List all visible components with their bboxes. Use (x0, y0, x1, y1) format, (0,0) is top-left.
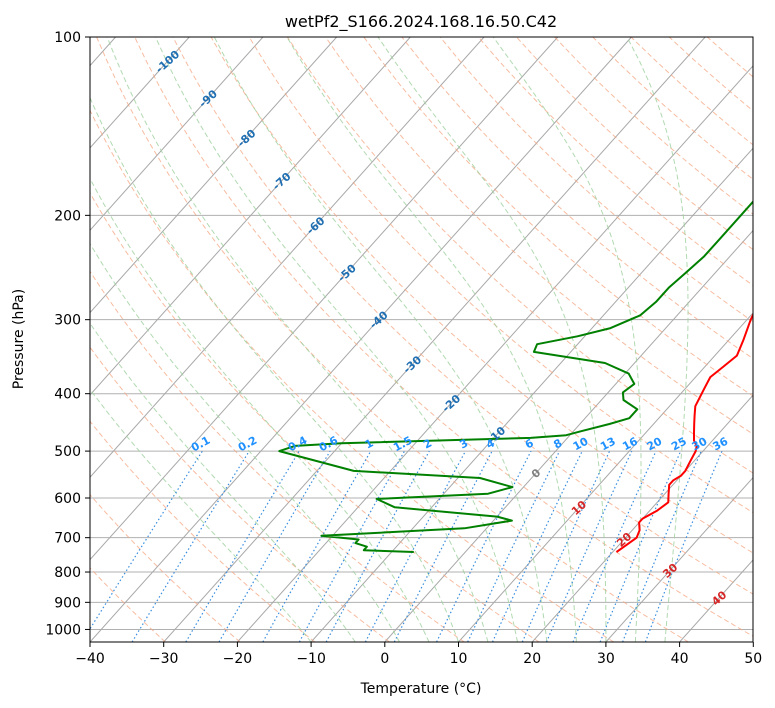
mixing-ratio-line (572, 450, 657, 642)
mixing-ratio-line (545, 450, 633, 642)
isotherm-line (90, 37, 338, 314)
x-tick-label: 0 (380, 651, 389, 667)
x-tick-label: 50 (744, 651, 762, 667)
mixing-ratio-line (644, 450, 723, 642)
mixing-ratio-label: 16 (620, 435, 640, 454)
moist-adiabat-line (213, 37, 548, 642)
dry-adiabat-line (477, 37, 753, 286)
isotherm-line (237, 65, 753, 642)
x-tick-label: 30 (597, 651, 615, 667)
x-tick-label: 40 (671, 651, 689, 667)
x-tick-label: −30 (149, 651, 179, 667)
dry-adiabat-line (90, 109, 614, 642)
moist-adiabat-line (90, 96, 459, 642)
dry-adiabat-line (90, 191, 540, 642)
moist-adiabat-line (626, 37, 689, 642)
moist-adiabat-line (90, 388, 312, 642)
y-tick-label: 100 (54, 30, 81, 46)
y-tick-label: 500 (54, 444, 81, 460)
mixing-ratio-line (262, 450, 372, 642)
isotherm-line (310, 147, 753, 642)
moist-adiabat-line (286, 37, 577, 642)
moist-adiabat-line (90, 322, 356, 642)
moist-adiabat-line (106, 37, 489, 642)
y-tick-label: 400 (54, 387, 81, 403)
y-tick-label: 600 (54, 491, 81, 507)
y-tick-label: 900 (54, 595, 81, 611)
y-tick-label: 800 (54, 565, 81, 581)
isotherm-line (90, 37, 485, 479)
moist-adiabat-line (492, 37, 642, 642)
isotherm-line (384, 229, 753, 642)
x-tick-label: 20 (523, 651, 541, 667)
isotherm-line (531, 394, 753, 642)
dewpoint-profile-line (278, 200, 753, 553)
mixing-ratio-line (298, 450, 406, 642)
x-tick-label: −20 (223, 651, 253, 667)
x-tick-label: −10 (296, 651, 326, 667)
y-tick-label: 200 (54, 208, 81, 224)
isotherm-line (752, 641, 753, 642)
plot-background (90, 37, 753, 642)
mixing-ratio-label: 25 (669, 435, 689, 454)
isotherm-line (90, 37, 411, 396)
isotherm-line (163, 37, 706, 642)
mixing-ratio-label: 20 (645, 435, 665, 454)
mixing-ratio-line (90, 450, 203, 630)
chart-title: wetPf2_S166.2024.168.16.50.C42 (285, 12, 557, 32)
isotherm-line (90, 37, 190, 149)
mixing-ratio-line (436, 450, 532, 642)
y-tick-label: 700 (54, 531, 81, 547)
mixing-ratio-line (325, 450, 430, 642)
moist-adiabat-line (155, 37, 518, 642)
isotherm-line (90, 37, 559, 561)
isotherm-line (458, 312, 753, 642)
mixing-ratio-label: 13 (598, 435, 618, 454)
moist-adiabat-line (90, 177, 430, 642)
dry-adiabat-line (210, 37, 753, 554)
dry-adiabat-line (90, 346, 390, 642)
dry-adiabat-line (401, 37, 753, 360)
mixing-ratio-label: 10 (571, 434, 591, 453)
mixing-ratio-line (622, 450, 702, 642)
isotherm-line (90, 37, 264, 232)
mixing-ratio-line (599, 450, 682, 642)
moist-adiabat-line (377, 37, 607, 642)
mixing-ratio-line (131, 450, 250, 642)
x-tick-label: −40 (75, 651, 105, 667)
y-axis-label: Pressure (hPa) (11, 289, 27, 389)
x-tick-label: 10 (450, 651, 468, 667)
x-axis-label: Temperature (°C) (360, 681, 482, 697)
dry-adiabat-line (286, 37, 753, 474)
plot-frame (89, 36, 754, 643)
dry-adiabat-line (96, 37, 689, 642)
dry-adiabat-line (363, 37, 753, 397)
dry-adiabat-line (134, 37, 753, 637)
dry-adiabat-line (248, 37, 753, 514)
dry-adiabat-line (90, 420, 316, 642)
mixing-ratio-label: 30 (690, 435, 710, 454)
y-tick-label: 1000 (45, 622, 81, 638)
moist-adiabat-line (90, 242, 400, 642)
temperature-profile-line (615, 312, 753, 553)
isotherm-line (605, 476, 753, 642)
dry-adiabat-line (172, 37, 753, 595)
y-tick-label: 300 (54, 313, 81, 329)
mixing-ratio-label: 36 (711, 435, 731, 454)
isotherm-line (90, 37, 632, 642)
